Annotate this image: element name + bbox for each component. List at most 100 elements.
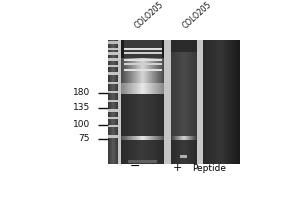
Bar [192, 140, 193, 164]
Bar [233, 40, 234, 164]
Bar [207, 40, 208, 164]
Bar [151, 94, 152, 164]
Bar [113, 40, 114, 164]
Bar [115, 40, 116, 164]
Bar [178, 40, 179, 164]
Bar [123, 83, 124, 94]
Bar [177, 140, 178, 164]
Text: COLO205: COLO205 [182, 0, 214, 31]
Bar [143, 136, 144, 140]
Bar [123, 136, 124, 140]
Bar [156, 83, 157, 94]
Bar [125, 83, 126, 94]
Bar [172, 136, 173, 140]
Bar [147, 94, 148, 164]
Bar [185, 40, 186, 164]
Bar [143, 83, 144, 94]
Bar [176, 40, 177, 164]
Bar [188, 40, 189, 164]
Bar [129, 136, 130, 140]
Bar [127, 40, 128, 164]
Bar [155, 83, 156, 94]
Bar [218, 40, 219, 164]
Bar [126, 94, 127, 164]
Bar [173, 140, 174, 164]
Bar [238, 40, 239, 164]
Bar [144, 94, 145, 164]
Bar [177, 136, 178, 140]
Bar [190, 40, 191, 164]
Bar [123, 40, 124, 164]
Bar [133, 136, 134, 140]
Bar [151, 136, 152, 140]
Bar [115, 40, 116, 164]
Bar [183, 140, 184, 164]
Bar [157, 94, 158, 164]
Bar [153, 40, 154, 164]
Bar [174, 40, 175, 164]
Bar [195, 140, 196, 164]
Bar [125, 94, 126, 164]
Bar [158, 40, 159, 164]
Bar [156, 136, 157, 140]
Bar [138, 136, 139, 140]
Bar [185, 136, 186, 140]
Bar [154, 83, 155, 94]
Bar [133, 40, 134, 164]
Bar [146, 83, 147, 94]
Bar [211, 40, 212, 164]
Bar [190, 140, 191, 164]
Bar [219, 40, 220, 164]
Bar [144, 136, 145, 140]
Bar [130, 94, 131, 164]
Bar [212, 40, 213, 164]
Bar [130, 136, 131, 140]
Bar [171, 136, 172, 140]
Bar [148, 83, 149, 94]
Bar [148, 83, 149, 94]
Bar [181, 140, 182, 164]
Bar [160, 40, 161, 164]
Bar [121, 40, 124, 58]
Bar [220, 40, 221, 164]
Text: 75: 75 [78, 134, 90, 143]
Bar [139, 136, 140, 140]
Bar [229, 40, 230, 164]
Bar [179, 140, 180, 164]
Bar [138, 94, 140, 164]
Bar [138, 83, 139, 94]
Bar [230, 40, 231, 164]
Bar [154, 40, 155, 164]
Text: 135: 135 [73, 103, 90, 112]
Bar [108, 109, 118, 112]
Bar [154, 94, 155, 164]
Bar [142, 83, 143, 94]
Bar [112, 40, 113, 164]
Bar [154, 136, 155, 140]
Bar [141, 40, 142, 164]
Bar [151, 40, 152, 164]
Bar [171, 40, 197, 52]
Bar [188, 136, 189, 140]
Bar [143, 94, 144, 164]
Bar [123, 94, 124, 164]
Bar [228, 40, 229, 164]
Bar [142, 40, 143, 164]
Bar [194, 140, 195, 164]
Bar [129, 40, 130, 164]
Bar [149, 136, 150, 140]
Bar [135, 83, 136, 94]
Bar [172, 140, 173, 164]
Bar [140, 40, 141, 164]
Bar [125, 136, 126, 140]
Bar [202, 40, 203, 164]
Bar [182, 40, 183, 164]
Bar [160, 94, 162, 164]
Bar [143, 40, 144, 164]
Bar [128, 40, 129, 164]
Bar [194, 40, 195, 164]
Bar [108, 40, 109, 164]
Bar [195, 136, 196, 140]
Bar [151, 40, 152, 164]
Bar [148, 40, 149, 164]
